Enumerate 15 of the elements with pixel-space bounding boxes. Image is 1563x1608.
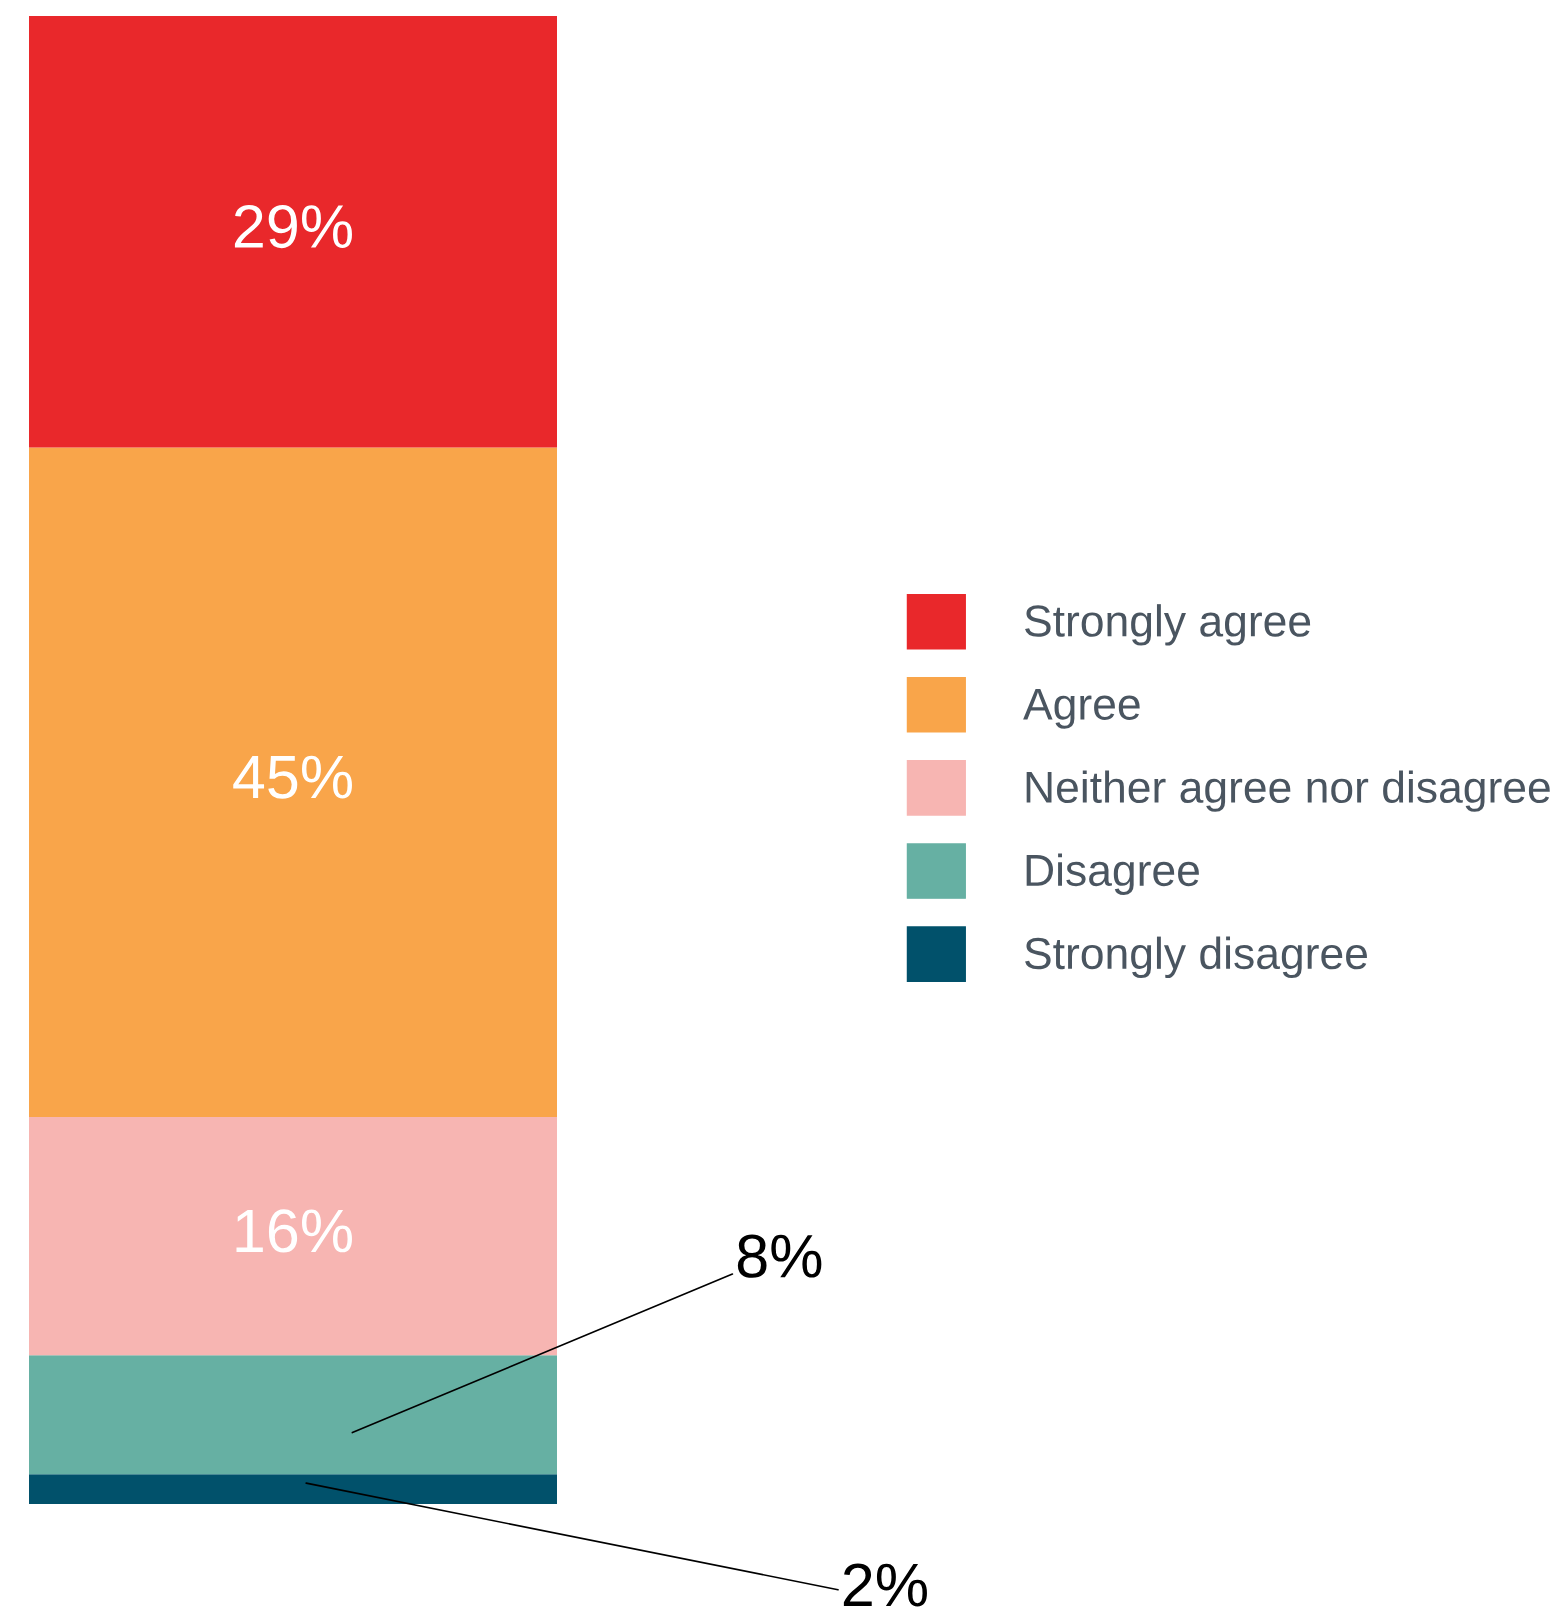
data-label: 29% — [234, 204, 352, 249]
legend-label: Strongly agree — [1025, 604, 1311, 646]
bar — [29, 1474, 557, 1504]
bar — [29, 1355, 557, 1475]
bar — [29, 447, 557, 1118]
legend-label: Agree — [1023, 688, 1140, 729]
data-label: 16% — [236, 1209, 352, 1253]
legend-label: Neither agree nor disagree — [1026, 770, 1550, 812]
legend-label: Disagree — [1026, 853, 1199, 895]
data-label: 45% — [233, 755, 352, 799]
bar — [29, 16, 557, 448]
bar — [29, 1117, 557, 1356]
data-label: 2% — [843, 1563, 927, 1607]
data-label: 8% — [737, 1234, 822, 1278]
legend-label: Strongly disagree — [1025, 936, 1367, 979]
